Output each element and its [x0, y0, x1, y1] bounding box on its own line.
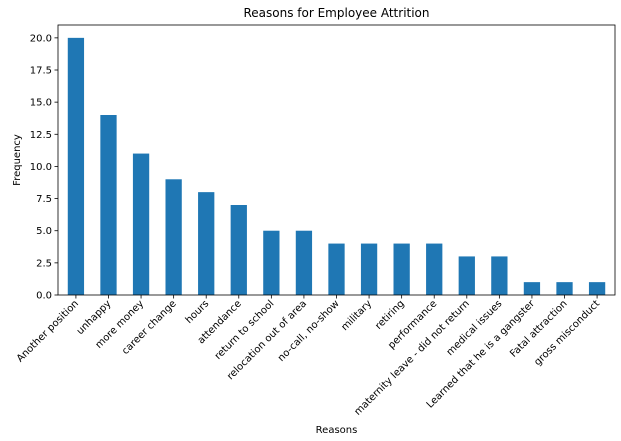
x-tick-label: gross misconduct: [532, 298, 602, 368]
x-tick-label: return to school: [213, 298, 277, 362]
bar: [393, 243, 410, 295]
bar: [67, 37, 85, 295]
y-tick-label: 12.5: [30, 130, 52, 141]
y-tick-label: 0.0: [36, 291, 52, 302]
y-tick-label: 20.0: [30, 33, 52, 44]
bar: [360, 243, 378, 295]
y-tick-label: 5.0: [36, 226, 52, 237]
x-tick-label: no-call, no-show: [276, 298, 342, 364]
y-tick-label: 15.0: [30, 98, 52, 109]
plot-frame: [57, 24, 616, 296]
bar: [588, 282, 606, 295]
bar: [328, 243, 345, 295]
bar: [165, 179, 182, 295]
bar: [198, 192, 215, 295]
y-tick-label: 17.5: [30, 66, 52, 77]
x-tick-label: maternity leave - did not return: [352, 298, 471, 417]
y-axis: 0.0 2.5 5.0 7.5 10.0 12.5 15.0 17.5 20.0: [30, 33, 58, 302]
x-axis-label: Reasons: [316, 425, 358, 436]
y-tick-label: 10.0: [30, 162, 52, 173]
bars-layer: [67, 37, 606, 295]
x-tick-label: Another position: [15, 298, 81, 364]
y-tick-label: 7.5: [36, 194, 52, 205]
y-axis-label: Frequency: [12, 134, 23, 186]
bar: [523, 282, 541, 295]
bar: [263, 230, 280, 295]
bar: [295, 230, 313, 295]
chart-title: Reasons for Employee Attrition: [243, 6, 429, 20]
x-tick-label: Fatal attraction: [508, 298, 569, 359]
bar: [491, 256, 508, 295]
bar: [426, 243, 443, 295]
bar: [556, 282, 573, 295]
x-tick-label: hours: [184, 298, 212, 326]
y-tick-label: 2.5: [36, 258, 52, 269]
bar: [458, 256, 475, 295]
bar: [230, 205, 247, 295]
x-tick-label: medical issues: [445, 298, 505, 358]
bar: [100, 115, 117, 295]
bar: [132, 153, 150, 295]
x-tick-label: military: [339, 298, 374, 333]
